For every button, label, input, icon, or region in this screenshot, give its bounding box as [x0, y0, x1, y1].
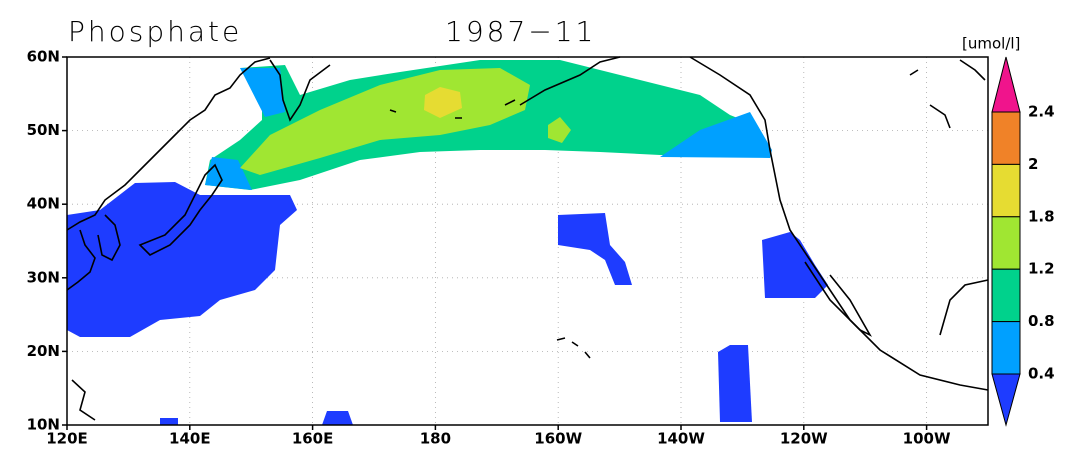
- lat-label: 40N: [27, 195, 60, 213]
- lat-label: 60N: [27, 48, 60, 66]
- colorbar-segment: [991, 163, 1021, 218]
- colorbar-arrow: [991, 373, 1021, 427]
- lat-label: 50N: [27, 121, 60, 139]
- field: [322, 411, 353, 425]
- coast-kamchatka: [269, 59, 331, 122]
- field: [548, 117, 571, 143]
- colorbar-label: 2.4: [1028, 103, 1055, 121]
- coast-korea: [97, 214, 121, 262]
- lon-label: 120W: [780, 430, 828, 448]
- coast-china: [66, 229, 96, 291]
- title: Phosphate: [68, 15, 242, 48]
- field: [762, 232, 828, 298]
- colorbar-segment: [991, 216, 1021, 270]
- lon-label: 140W: [657, 430, 705, 448]
- coast-gulf: [939, 59, 989, 336]
- coast-islands: [389, 69, 951, 129]
- field: [660, 112, 772, 158]
- field: [424, 87, 462, 118]
- coast-philippines: [71, 379, 96, 421]
- coast-alaska: [519, 56, 989, 391]
- colorbar-label: 1.2: [1028, 260, 1055, 278]
- colorbar-segment: [991, 321, 1021, 375]
- colorbar-label: 1.8: [1028, 207, 1055, 225]
- field: [67, 182, 297, 337]
- field: [240, 68, 285, 117]
- field: [718, 345, 752, 422]
- field: [558, 213, 632, 285]
- lon-label: 160W: [534, 430, 582, 448]
- coastlines: [66, 56, 989, 421]
- colorbar-segment: [991, 268, 1021, 323]
- lon-label: 100W: [903, 430, 951, 448]
- frame: [66, 56, 989, 426]
- lat-label: 20N: [27, 342, 60, 360]
- coast-japan: [138, 163, 223, 256]
- colorbar: 2.4 2 1.8 1.2 0.8 0.4: [991, 56, 1055, 427]
- colorbar-label: 0.4: [1028, 365, 1055, 383]
- field: [205, 157, 252, 190]
- lat-label: 10N: [27, 416, 60, 434]
- date: 1987−11: [445, 15, 596, 48]
- lon-label: 160E: [292, 430, 334, 448]
- units: [umol/l]: [962, 35, 1020, 53]
- lat-label: 30N: [27, 268, 60, 286]
- coast-asia: [66, 57, 271, 231]
- coast-baja: [804, 261, 873, 337]
- coast-hawaii: [556, 337, 591, 359]
- colorbar-segment: [991, 111, 1021, 165]
- lon-label: 140E: [169, 430, 211, 448]
- colorbar-label: 0.8: [1028, 312, 1055, 330]
- lon-label: 120E: [46, 430, 88, 448]
- field: [160, 418, 178, 425]
- fields: [67, 60, 828, 425]
- colorbar-arrow: [991, 56, 1021, 113]
- lon-label: 180: [420, 430, 451, 448]
- colorbar-label: 2: [1028, 155, 1038, 173]
